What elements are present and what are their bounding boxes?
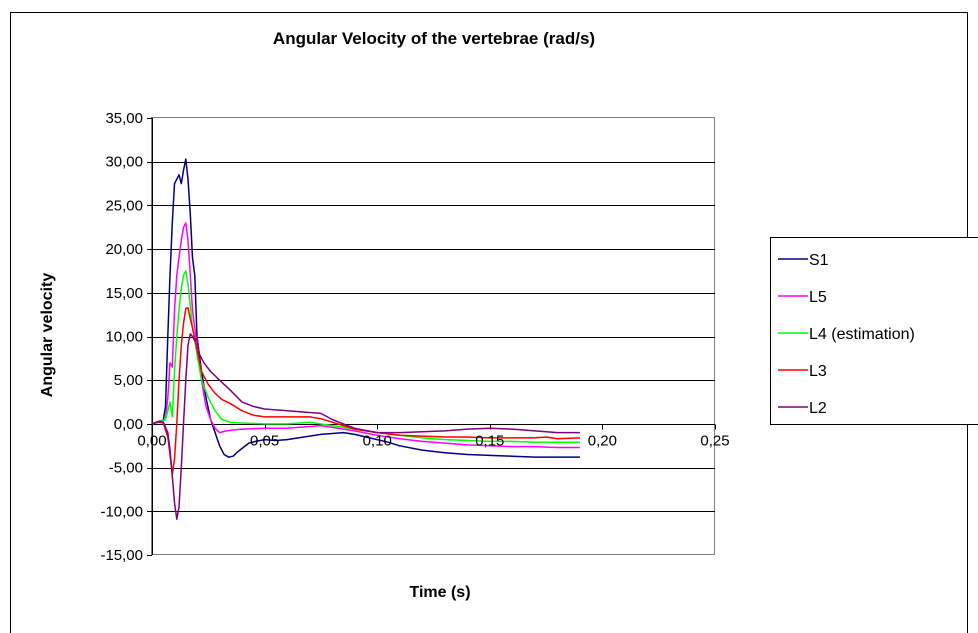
x-tick-label: 0,10 <box>363 433 392 450</box>
legend-label: L5 <box>809 289 827 306</box>
y-tick-label: 25,00 <box>105 197 143 214</box>
x-tick-label: 0,20 <box>588 433 617 450</box>
legend: S1 L5 L4 (estimation) L3 L2 <box>770 237 978 425</box>
legend-label: S1 <box>809 252 829 269</box>
series-line-l5 <box>151 222 580 449</box>
x-tick-label: 0,25 <box>700 433 729 450</box>
series-line-l4-estimation <box>151 270 580 444</box>
axes <box>147 118 716 556</box>
x-tick-label: 0,00 <box>137 433 166 450</box>
data-series <box>151 158 580 520</box>
y-tick-label: -15,00 <box>100 547 143 564</box>
series-line-l2 <box>151 333 580 520</box>
y-tick-label: 15,00 <box>105 285 143 302</box>
x-tick-label: 0,05 <box>250 433 279 450</box>
plot-area <box>151 117 715 555</box>
y-tick-label: -10,00 <box>100 503 143 520</box>
y-tick-label: 30,00 <box>105 154 143 171</box>
x-tick-labels: 0,00 0,05 0,10 0,15 0,20 0,25 <box>137 433 729 450</box>
y-tick-label: 35,00 <box>105 110 143 127</box>
legend-label: L4 (estimation) <box>809 326 915 343</box>
y-tick-label: 10,00 <box>105 329 143 346</box>
chart-title: Angular Velocity of the vertebrae (rad/s… <box>273 29 595 48</box>
legend-box <box>770 237 978 425</box>
series-line-s1 <box>151 158 580 458</box>
x-tick-label: 0,15 <box>475 433 504 450</box>
series-line-l3 <box>151 306 580 476</box>
y-tick-label: 0,00 <box>114 416 143 433</box>
y-tick-label: -5,00 <box>109 460 143 477</box>
y-axis-title: Angular velocity <box>39 273 56 398</box>
x-axis-title: Time (s) <box>409 584 470 601</box>
y-tick-labels: -15,00 -10,00 -5,00 0,00 5,00 10,00 15,00 20,00… <box>100 110 143 564</box>
legend-label: L3 <box>809 363 827 380</box>
legend-items: S1 L5 L4 (estimation) L3 L2 <box>778 252 915 417</box>
legend-label: L2 <box>809 400 827 417</box>
y-tick-label: 5,00 <box>114 372 143 389</box>
y-tick-label: 20,00 <box>105 241 143 258</box>
grid-lines <box>152 162 715 512</box>
